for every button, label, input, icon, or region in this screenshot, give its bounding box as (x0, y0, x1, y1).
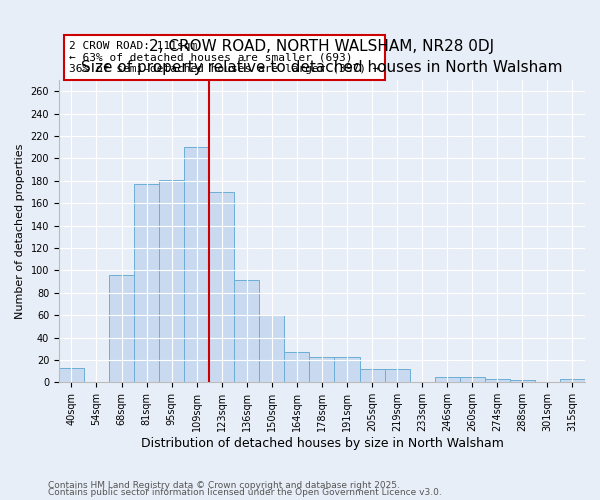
Bar (59, 368, 84, 382)
Bar (234, 280, 259, 382)
Bar (284, 352, 310, 382)
Bar (334, 356, 359, 382)
Text: 2 CROW ROAD: 111sqm
← 63% of detached houses are smaller (693)
36% of semi-detac: 2 CROW ROAD: 111sqm ← 63% of detached ho… (70, 41, 380, 74)
Bar (385, 369, 410, 382)
Bar (560, 379, 585, 382)
Bar (434, 376, 460, 382)
Bar (134, 184, 159, 382)
Y-axis label: Number of detached properties: Number of detached properties (15, 144, 25, 319)
Text: Contains public sector information licensed under the Open Government Licence v3: Contains public sector information licen… (48, 488, 442, 497)
Text: Contains HM Land Registry data © Crown copyright and database right 2025.: Contains HM Land Registry data © Crown c… (48, 480, 400, 490)
Bar (259, 315, 284, 382)
Bar (209, 192, 234, 382)
Bar (184, 147, 209, 382)
Bar (460, 376, 485, 382)
Bar (359, 369, 385, 382)
Bar (485, 379, 510, 382)
Bar (510, 380, 535, 382)
Bar (109, 275, 134, 382)
Bar (159, 180, 184, 382)
Title: 2, CROW ROAD, NORTH WALSHAM, NR28 0DJ
Size of property relative to detached hous: 2, CROW ROAD, NORTH WALSHAM, NR28 0DJ Si… (81, 38, 563, 74)
Bar (310, 356, 334, 382)
X-axis label: Distribution of detached houses by size in North Walsham: Distribution of detached houses by size … (140, 437, 503, 450)
